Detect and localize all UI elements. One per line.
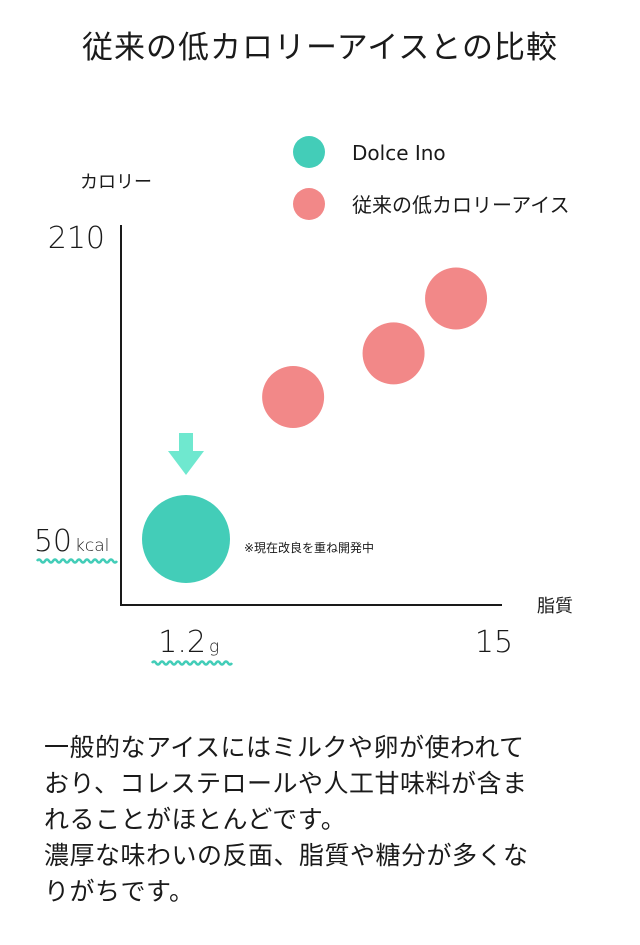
description-text: 一般的なアイスにはミルクや卵が使われて おり、コレステロールや人工甘味料が含ま … [44,730,604,910]
highlight-wave [150,660,234,666]
description-line: おり、コレステロールや人工甘味料が含ま [44,769,528,798]
description-line: りがちです。 [44,877,195,906]
x-tick-unit: g [209,637,219,657]
legend-label: 従来の低カロリーアイス [352,193,570,217]
dolce-point [142,495,230,583]
y-tick-unit: kcal [75,536,109,556]
x-axis-label: 脂質 [537,596,573,617]
y-axis-label: カロリー [80,172,152,193]
scatter-chart: カロリー 脂質 210 50 kcal 1.2 g 15 Dolce Ino 従来の低カロ… [34,136,573,666]
conventional-point [262,365,325,428]
legend-marker [293,136,325,168]
page-title: 従来の低カロリーアイスとの比較 [82,30,558,66]
x-tick-value: 1.2 [158,625,206,660]
development-note: ※現在改良を重ね開発中 [244,540,374,555]
description-line: 濃厚な味わいの反面、脂質や糖分が多くな [44,841,529,870]
y-tick-label: 210 [48,221,105,256]
legend-marker [293,188,325,220]
conventional-point [362,322,425,385]
down-arrow-icon [168,433,204,475]
x-tick-label: 15 [475,625,513,660]
description-line: れることがほとんどです。 [44,805,347,834]
legend-label: Dolce Ino [352,141,446,165]
y-tick-value: 50 [34,524,72,559]
highlight-wave [35,558,119,564]
conventional-point [425,267,488,330]
description-line: 一般的なアイスにはミルクや卵が使われて [44,733,525,762]
